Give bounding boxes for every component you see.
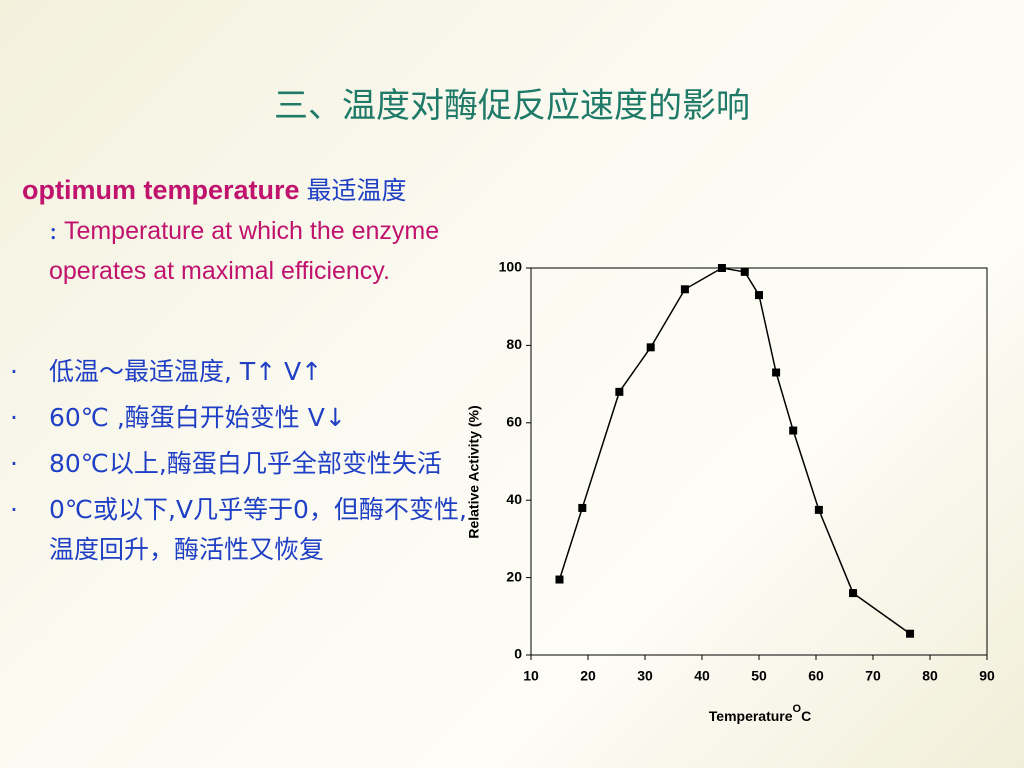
- data-line: [558, 267, 911, 635]
- x-label-text: Temperature: [709, 708, 793, 724]
- data-point: [717, 264, 726, 272]
- data-point: [615, 387, 624, 396]
- data-point: [755, 291, 763, 300]
- data-point: [680, 285, 689, 294]
- data-point: [740, 267, 749, 276]
- term-cn: 最适温度: [306, 176, 407, 205]
- x-tick-label: 80: [922, 668, 938, 684]
- definition: Temperature at which the enzyme operates…: [49, 217, 440, 285]
- y-tick-label: 40: [506, 491, 522, 507]
- bullet: 80℃以上,酶蛋白几乎全部变性失活: [10, 444, 488, 484]
- y-tick-label: 60: [506, 414, 522, 430]
- colon: :: [49, 216, 58, 245]
- x-tick-label: 30: [637, 668, 653, 684]
- y-tick-label: 0: [514, 646, 522, 662]
- y-tick-label: 80: [506, 336, 522, 352]
- plot-frame: [530, 267, 988, 656]
- data-point: [849, 589, 858, 598]
- data-point: [555, 575, 564, 584]
- y-tick-label: 20: [506, 568, 522, 584]
- period: .: [382, 257, 390, 285]
- x-tick-label: 60: [808, 668, 824, 684]
- x-tick-label: 20: [580, 668, 596, 684]
- x-tick-label: 70: [865, 668, 881, 684]
- x-tick-label: 90: [979, 668, 995, 684]
- data-point: [789, 426, 798, 435]
- y-tick-label: 100: [499, 259, 523, 275]
- data-point: [646, 343, 655, 352]
- x-tick-label: 40: [694, 668, 710, 684]
- data-point: [814, 505, 823, 514]
- bullet-list: 低温～最适温度, T↑ V↑ 60℃ ,酶蛋白开始变性 V↓ 80℃以上,酶蛋白…: [10, 352, 488, 576]
- x-label-sup: O: [793, 703, 802, 715]
- slide-title: 三、温度对酶促反应速度的影响: [274, 86, 750, 126]
- bullet: 低温～最适温度, T↑ V↑: [10, 352, 488, 392]
- bullet: 60℃ ,酶蛋白开始变性 V↓: [10, 398, 488, 438]
- data-point: [906, 629, 915, 638]
- data-point: [578, 503, 587, 512]
- x-tick-label: 10: [523, 668, 539, 684]
- x-label-unit: C: [801, 708, 811, 724]
- data-point: [772, 368, 781, 377]
- bullet: 0℃或以下,V几乎等于0，但酶不变性,温度回升，酶活性又恢复: [10, 490, 488, 570]
- term: optimum temperature: [22, 175, 300, 205]
- intro: optimum temperature 最适温度 : Temperature a…: [22, 170, 492, 291]
- x-tick-label: 50: [751, 668, 767, 684]
- x-axis-label: TemperatureOC: [709, 703, 811, 724]
